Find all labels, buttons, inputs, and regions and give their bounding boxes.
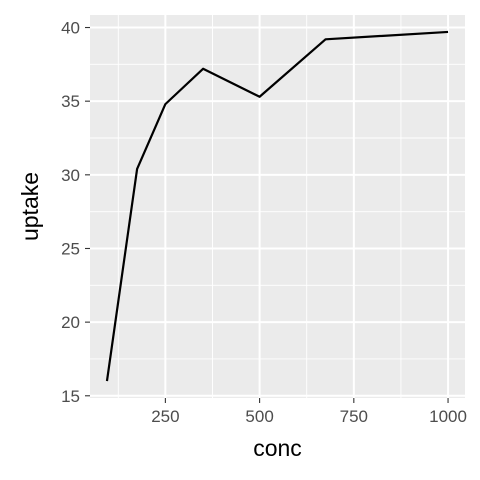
plot-panel-background	[90, 15, 465, 398]
y-tick-label: 35	[61, 92, 80, 111]
major-gridlines	[90, 15, 465, 398]
x-tick-label: 750	[340, 407, 368, 426]
x-axis-title: conc	[253, 435, 302, 461]
y-axis: 15 20 25 30 35 40	[61, 19, 90, 406]
y-tick-label: 15	[61, 387, 80, 406]
x-axis: 250 500 750 1000	[151, 398, 467, 426]
x-tick-label: 250	[151, 407, 179, 426]
series-line-0	[105, 30, 449, 382]
x-tick-label: 500	[245, 407, 273, 426]
y-tick-label: 20	[61, 313, 80, 332]
y-axis-title: uptake	[17, 172, 43, 241]
y-tick-label: 40	[61, 19, 80, 38]
series-layer	[105, 30, 449, 382]
minor-gridlines	[90, 15, 465, 398]
y-tick-label: 30	[61, 166, 80, 185]
x-tick-label: 1000	[429, 407, 467, 426]
y-tick-label: 25	[61, 239, 80, 258]
